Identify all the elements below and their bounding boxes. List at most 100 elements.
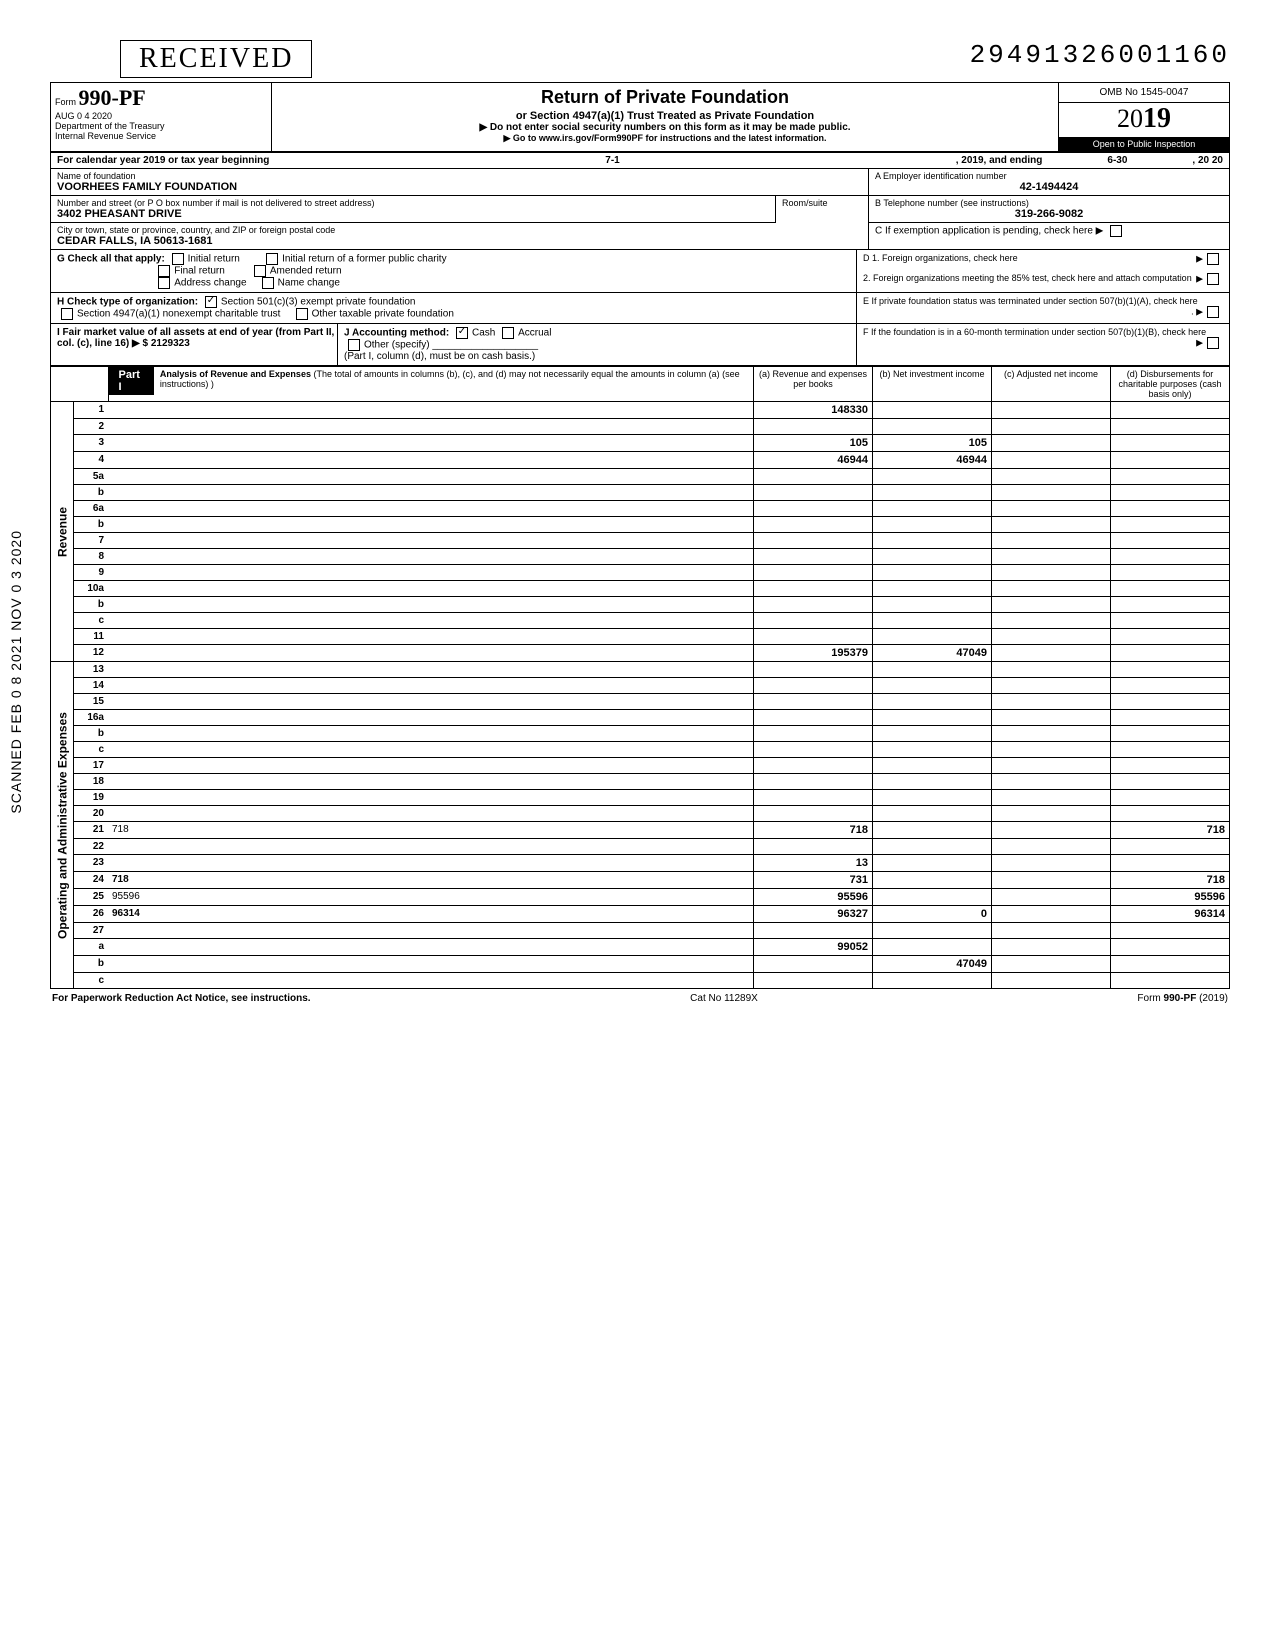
col-c-value: [992, 726, 1111, 742]
amended-checkbox[interactable]: [254, 265, 266, 277]
col-b-value: [873, 597, 992, 613]
opt-addrchange: Address change: [174, 278, 246, 289]
table-row: 14: [51, 678, 1230, 694]
col-b-value: [873, 694, 992, 710]
line-number: 15: [74, 694, 109, 710]
col-a-value: 195379: [754, 645, 873, 662]
form-title: Return of Private Foundation: [276, 87, 1054, 108]
col-c-value: [992, 485, 1111, 501]
col-a-value: [754, 517, 873, 533]
col-a-value: [754, 565, 873, 581]
col-b-value: [873, 806, 992, 822]
col-a-value: [754, 758, 873, 774]
line-description: [108, 855, 754, 872]
501c3-checkbox[interactable]: [205, 296, 217, 308]
col-b-value: [873, 581, 992, 597]
footer: For Paperwork Reduction Act Notice, see …: [50, 989, 1230, 1008]
line-description: [108, 726, 754, 742]
col-c-value: [992, 501, 1111, 517]
goto-link: ▶ Go to www.irs.gov/Form990PF for instru…: [276, 133, 1054, 144]
foreign-org-checkbox[interactable]: [1207, 253, 1219, 265]
foreign-85-checkbox[interactable]: [1207, 273, 1219, 285]
col-b-value: [873, 822, 992, 839]
col-b-value: [873, 533, 992, 549]
4947-checkbox[interactable]: [61, 308, 73, 320]
i-label: I Fair market value of all assets at end…: [57, 327, 334, 349]
table-row: 9: [51, 565, 1230, 581]
col-d-value: [1111, 774, 1230, 790]
opt-namechange: Name change: [278, 278, 340, 289]
col-c-value: [992, 790, 1111, 806]
entity-info: Name of foundation VOORHEES FAMILY FOUND…: [50, 169, 1230, 250]
col-c-value: [992, 822, 1111, 839]
line-number: a: [74, 939, 109, 956]
other-method-checkbox[interactable]: [348, 339, 360, 351]
line-number: 1: [74, 402, 109, 419]
col-a-value: [754, 923, 873, 939]
initial-return-checkbox[interactable]: [172, 253, 184, 265]
col-d-value: [1111, 517, 1230, 533]
table-row: 8: [51, 549, 1230, 565]
col-d-value: 96314: [1111, 906, 1230, 923]
address-change-checkbox[interactable]: [158, 277, 170, 289]
col-b-value: [873, 485, 992, 501]
table-row: 17: [51, 758, 1230, 774]
col-b-value: [873, 662, 992, 678]
60month-checkbox[interactable]: [1207, 337, 1219, 349]
line-number: 5a: [74, 469, 109, 485]
col-a-value: [754, 613, 873, 629]
col-a-value: [754, 629, 873, 645]
col-c-value: [992, 452, 1111, 469]
terminated-checkbox[interactable]: [1207, 306, 1219, 318]
final-return-checkbox[interactable]: [158, 265, 170, 277]
col-d-value: [1111, 549, 1230, 565]
col-a-value: [754, 501, 873, 517]
col-b-value: [873, 565, 992, 581]
col-a-value: [754, 662, 873, 678]
cal-label: For calendar year 2019 or tax year begin…: [57, 155, 269, 166]
paperwork-notice: For Paperwork Reduction Act Notice, see …: [52, 993, 311, 1004]
col-d-value: [1111, 452, 1230, 469]
col-a-value: 718: [754, 822, 873, 839]
d2-label: 2. Foreign organizations meeting the 85%…: [863, 273, 1192, 283]
line-number: 21: [74, 822, 109, 839]
cash-checkbox[interactable]: [456, 327, 468, 339]
exemption-pending-checkbox[interactable]: [1110, 225, 1122, 237]
opt-501c3: Section 501(c)(3) exempt private foundat…: [221, 297, 416, 308]
initial-former-checkbox[interactable]: [266, 253, 278, 265]
col-a-value: [754, 485, 873, 501]
col-a-value: 96327: [754, 906, 873, 923]
col-a-value: [754, 742, 873, 758]
form-ref: Form 990-PF (2019): [1137, 993, 1228, 1004]
line-number: 27: [74, 923, 109, 939]
table-row: 25955969559695596: [51, 889, 1230, 906]
received-stamp: RECEIVED: [120, 40, 312, 78]
col-c-value: [992, 758, 1111, 774]
col-b-value: [873, 839, 992, 855]
col-a-value: 13: [754, 855, 873, 872]
col-d-value: [1111, 806, 1230, 822]
other-taxable-checkbox[interactable]: [296, 308, 308, 320]
line-description: [108, 469, 754, 485]
table-row: Revenue1148330: [51, 402, 1230, 419]
public-inspection: Open to Public Inspection: [1059, 137, 1229, 151]
line-description: [108, 565, 754, 581]
section-i: I Fair market value of all assets at end…: [50, 324, 1230, 366]
accrual-checkbox[interactable]: [502, 327, 514, 339]
phone: 319-266-9082: [875, 208, 1223, 220]
col-d-value: 718: [1111, 872, 1230, 889]
line-number: 24: [74, 872, 109, 889]
col-d-value: [1111, 402, 1230, 419]
cal-mid: , 2019, and ending: [956, 155, 1043, 166]
line-number: 25: [74, 889, 109, 906]
col-c-value: [992, 889, 1111, 906]
name-change-checkbox[interactable]: [262, 277, 274, 289]
col-b-value: [873, 419, 992, 435]
col-b-value: [873, 678, 992, 694]
col-c-value: [992, 533, 1111, 549]
city-label: City or town, state or province, country…: [57, 225, 862, 235]
opt-cash: Cash: [472, 328, 495, 339]
top-row: RECEIVED 29491326001160: [50, 40, 1230, 78]
col-b-header: (b) Net investment income: [873, 367, 992, 402]
col-b-value: [873, 923, 992, 939]
